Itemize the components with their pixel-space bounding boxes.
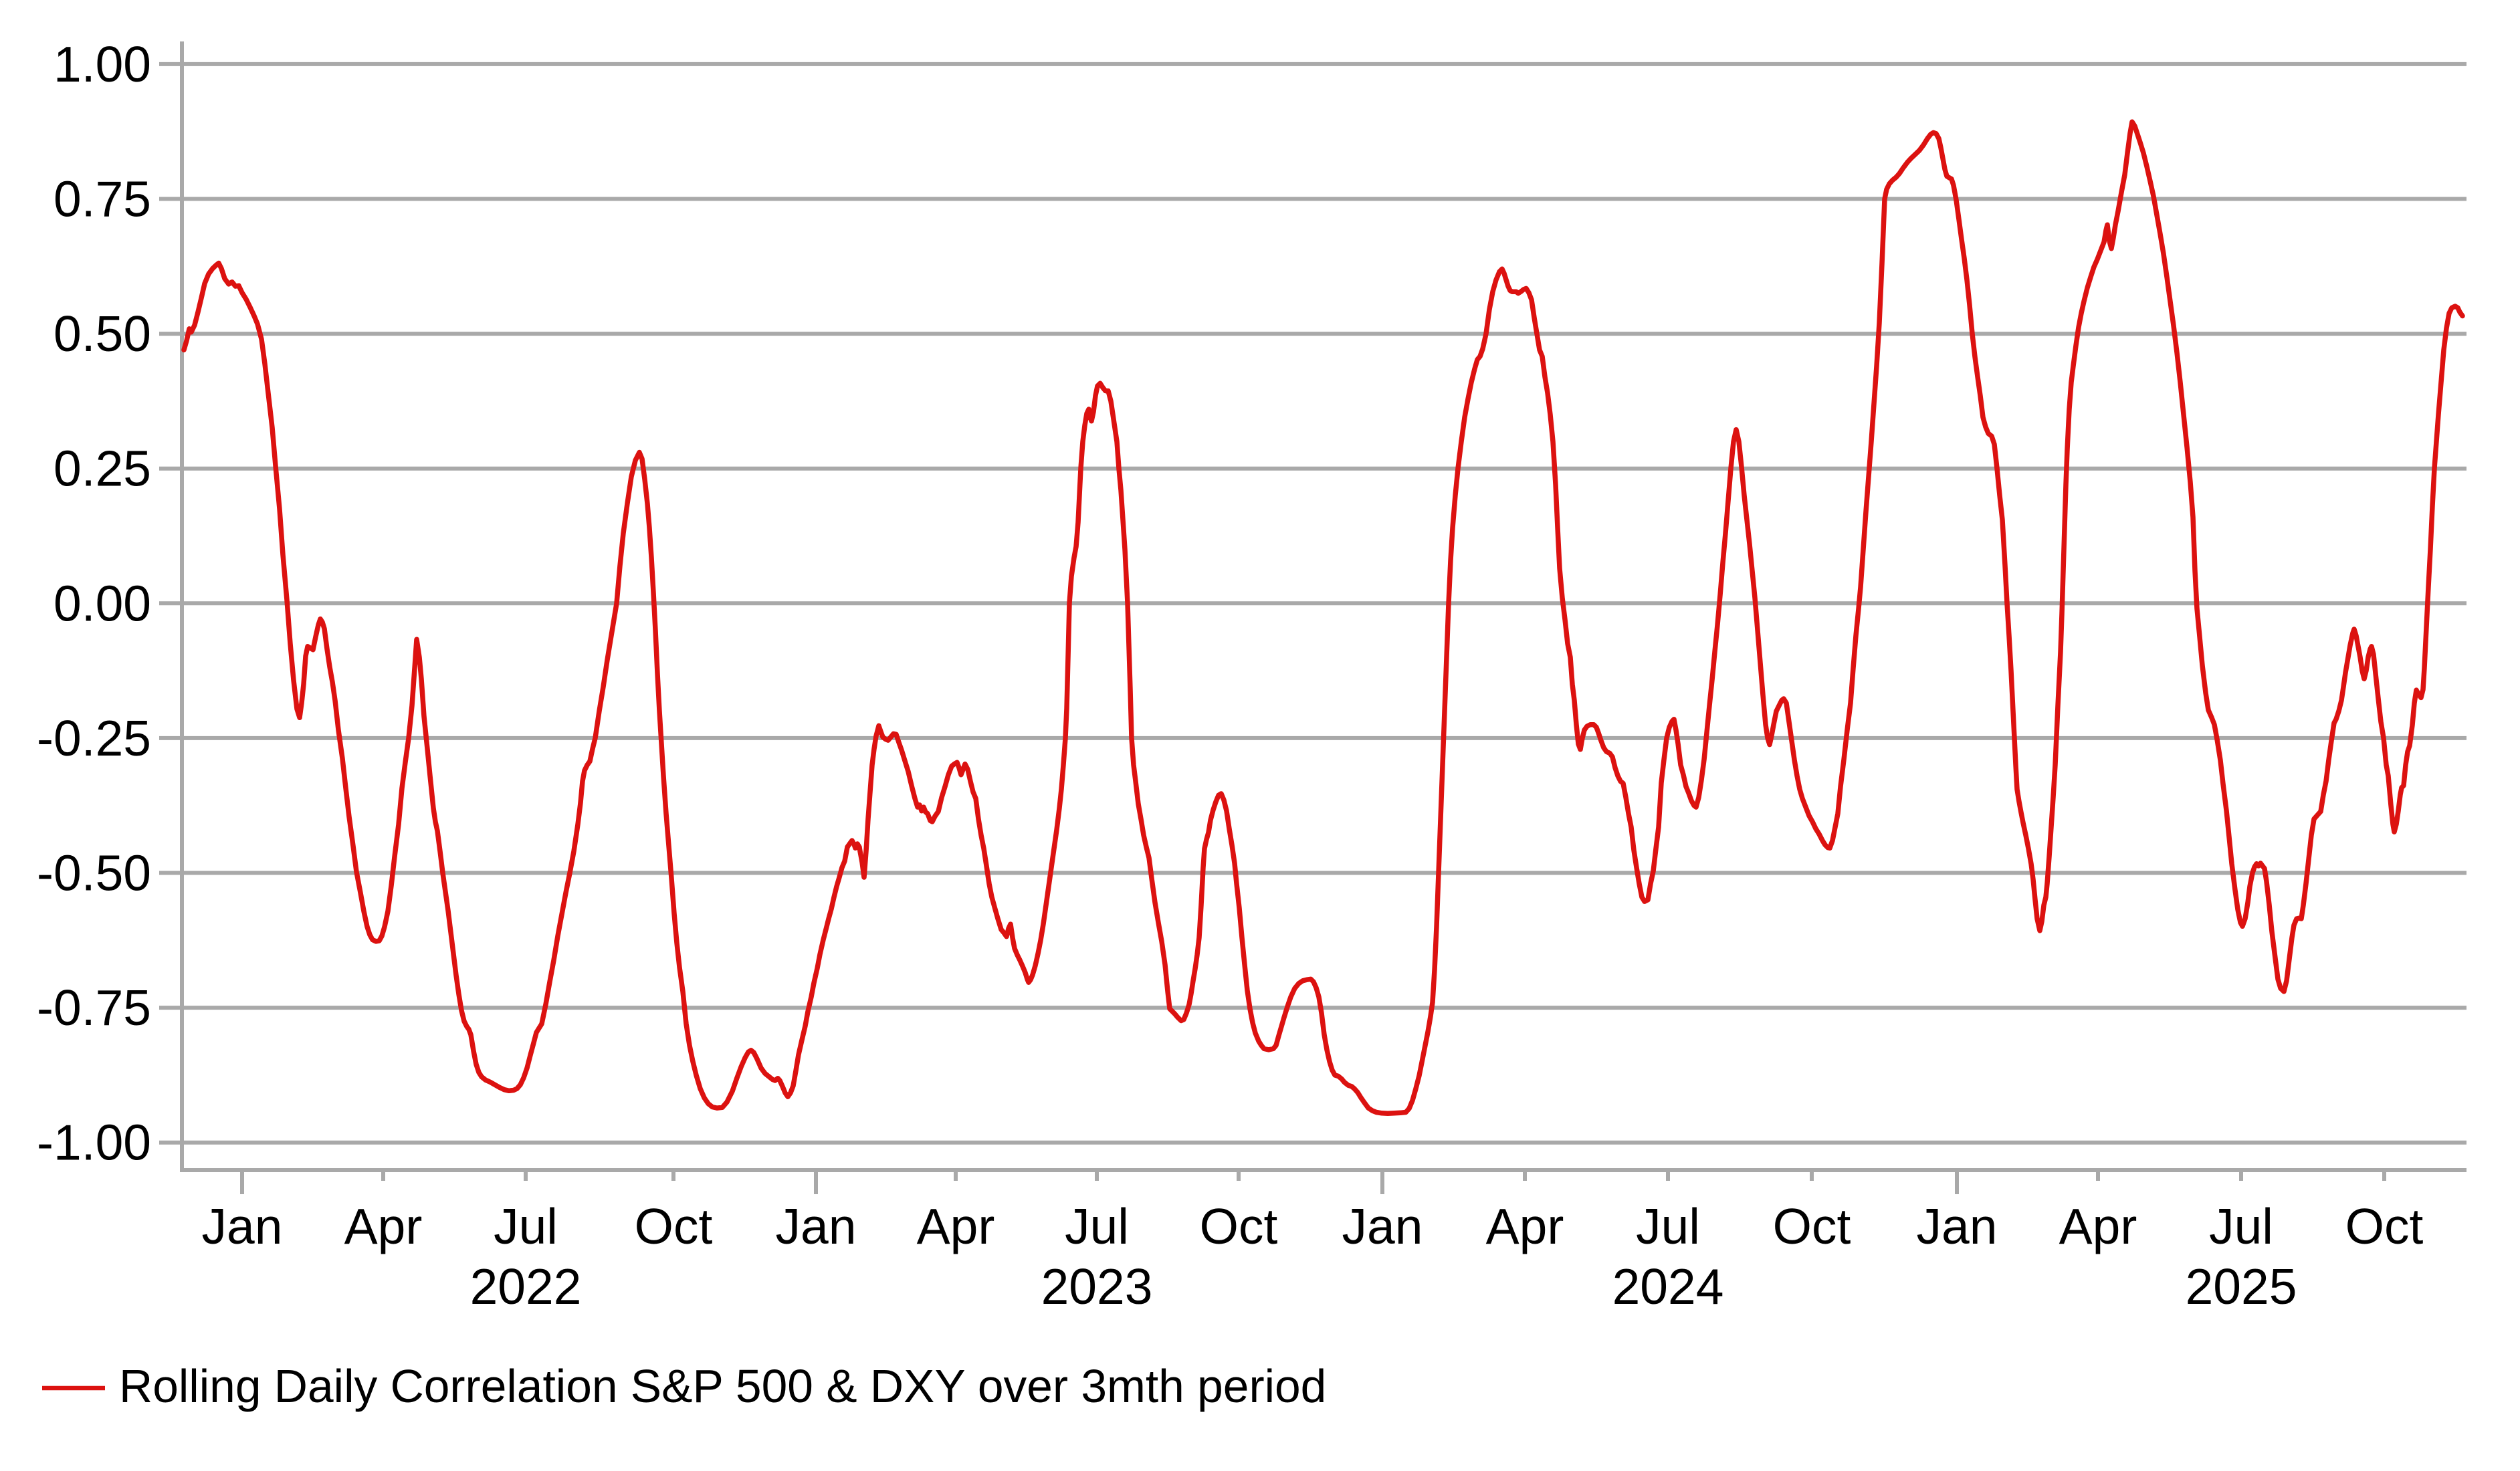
svg-text:Jul: Jul <box>1065 1198 1129 1254</box>
svg-text:Oct: Oct <box>1773 1198 1851 1254</box>
svg-text:2022: 2022 <box>470 1258 582 1315</box>
svg-text:-0.50: -0.50 <box>37 845 151 901</box>
svg-text:Apr: Apr <box>917 1198 995 1254</box>
svg-text:Oct: Oct <box>635 1198 713 1254</box>
svg-text:2023: 2023 <box>1041 1258 1153 1315</box>
svg-text:Jan: Jan <box>1342 1198 1423 1254</box>
svg-text:Jul: Jul <box>2209 1198 2273 1254</box>
svg-text:0.75: 0.75 <box>54 171 151 227</box>
svg-text:1.00: 1.00 <box>54 36 151 92</box>
svg-text:Jan: Jan <box>776 1198 857 1254</box>
svg-text:Jul: Jul <box>494 1198 558 1254</box>
svg-text:Jan: Jan <box>202 1198 283 1254</box>
svg-text:-1.00: -1.00 <box>37 1115 151 1171</box>
svg-text:Rolling Daily Correlation S&P: Rolling Daily Correlation S&P 500 & DXY … <box>119 1360 1326 1412</box>
svg-text:0.00: 0.00 <box>54 575 151 631</box>
svg-text:2025: 2025 <box>2186 1258 2297 1315</box>
svg-text:2024: 2024 <box>1612 1258 1724 1315</box>
svg-text:Jan: Jan <box>1917 1198 1998 1254</box>
svg-text:Jul: Jul <box>1636 1198 1700 1254</box>
svg-text:Apr: Apr <box>344 1198 423 1254</box>
svg-text:-0.75: -0.75 <box>37 980 151 1036</box>
svg-text:0.25: 0.25 <box>54 441 151 497</box>
svg-text:Oct: Oct <box>1200 1198 1278 1254</box>
svg-text:Oct: Oct <box>2345 1198 2424 1254</box>
svg-text:-0.25: -0.25 <box>37 710 151 766</box>
svg-text:Apr: Apr <box>2059 1198 2137 1254</box>
svg-text:0.50: 0.50 <box>54 306 151 362</box>
svg-text:Apr: Apr <box>1486 1198 1564 1254</box>
